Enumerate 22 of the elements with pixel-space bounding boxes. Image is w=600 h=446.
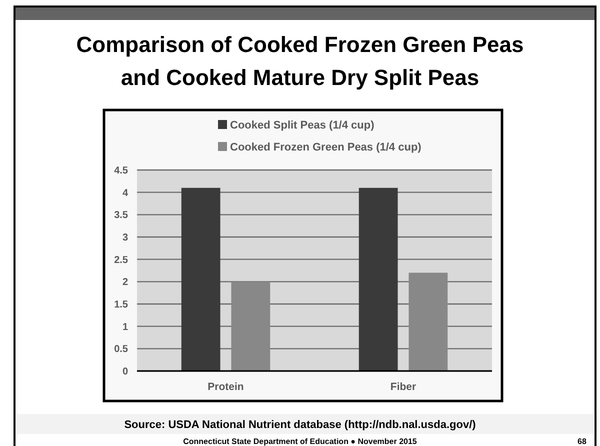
y-tick-label: 4 <box>122 188 128 199</box>
y-tick-label: 2 <box>122 277 128 288</box>
y-tick-label: 3 <box>122 232 128 244</box>
y-tick-label: 1 <box>122 322 128 333</box>
legend-label: Cooked Split Peas (1/4 cup) <box>230 119 375 132</box>
legend-label: Cooked Frozen Green Peas (1/4 cup) <box>230 141 422 154</box>
chart-title: Comparison of Cooked Frozen Green Peas and Cooked Mature Dry Split Peas <box>76 32 524 90</box>
source-note: Source: USDA National Nutrient database (http://ndb.nal.usda.gov/) <box>124 419 476 431</box>
text: 68 <box>578 437 587 446</box>
bar <box>231 282 270 371</box>
text: Connecticut State Department of Education ● November 2015 <box>183 437 418 446</box>
x-tick-label: Protein <box>208 381 244 393</box>
y-tick-label: 0.5 <box>114 344 128 356</box>
bar <box>181 188 220 371</box>
y-tick-label: 3.5 <box>114 210 128 222</box>
bar <box>408 272 448 371</box>
bar <box>358 188 398 371</box>
y-tick-label: 4.5 <box>114 166 128 176</box>
y-tick-label: 2.5 <box>114 254 128 266</box>
y-tick-label: 0 <box>122 366 128 378</box>
y-tick-label: 1.5 <box>114 300 128 310</box>
x-tick-label: Fiber <box>390 381 416 393</box>
